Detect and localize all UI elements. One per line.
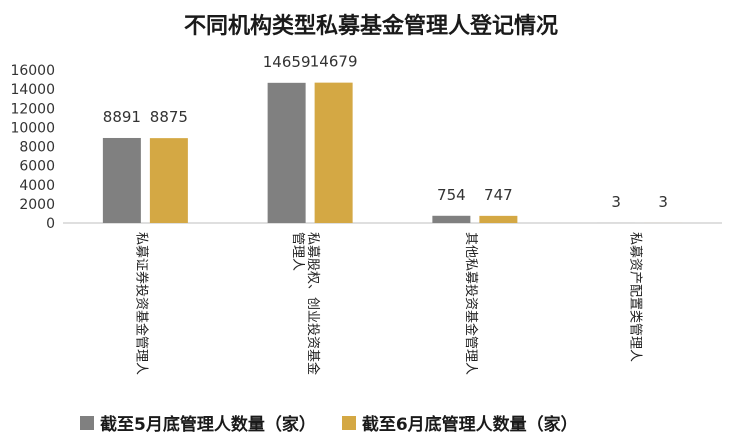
y-tick-label: 0 [46,216,55,232]
y-tick-label: 16000 [10,63,55,79]
data-label: 8891 [103,108,141,126]
y-tick-label: 2000 [19,197,55,213]
legend-label-may: 截至5月底管理人数量（家） [100,415,316,435]
y-tick-label: 10000 [10,120,55,136]
legend-swatch-may [80,415,94,430]
bar-may [102,137,141,223]
legend: 截至5月底管理人数量（家） 截至6月底管理人数量（家） [80,410,578,435]
chart-title: 不同机构类型私募基金管理人登记情况 [183,13,558,39]
y-tick-label: 12000 [10,101,55,117]
category-label: 其他私募投资基金管理人 [463,232,479,375]
data-label: 3 [658,193,668,211]
category-label: 私募证券投资基金管理人 [133,232,149,375]
y-tick-label: 8000 [19,140,55,156]
data-label: 747 [484,186,513,204]
data-label: 14679 [310,53,358,71]
bar-may [267,82,306,224]
data-label: 8875 [150,108,188,126]
y-tick-label: 14000 [10,82,55,98]
category-label: 私募股权、创业投资基金 [305,232,321,375]
category-label: 私募资产配置类管理人 [628,232,643,362]
data-label: 3 [611,193,621,211]
y-tick-label: 4000 [19,178,55,194]
legend-swatch-june [341,415,356,430]
bar-june [149,138,188,223]
legend-item-june: 截至6月底管理人数量（家） [341,410,578,435]
data-label: 14659 [263,53,311,71]
bar-june [479,215,518,223]
category-label: 管理人 [290,232,305,271]
bar-june [314,82,353,223]
bar-may [432,215,471,223]
legend-item-may: 截至5月底管理人数量（家） [80,410,316,435]
legend-label-june: 截至6月底管理人数量（家） [361,415,578,435]
y-tick-label: 6000 [19,159,55,175]
data-label: 754 [437,186,466,204]
